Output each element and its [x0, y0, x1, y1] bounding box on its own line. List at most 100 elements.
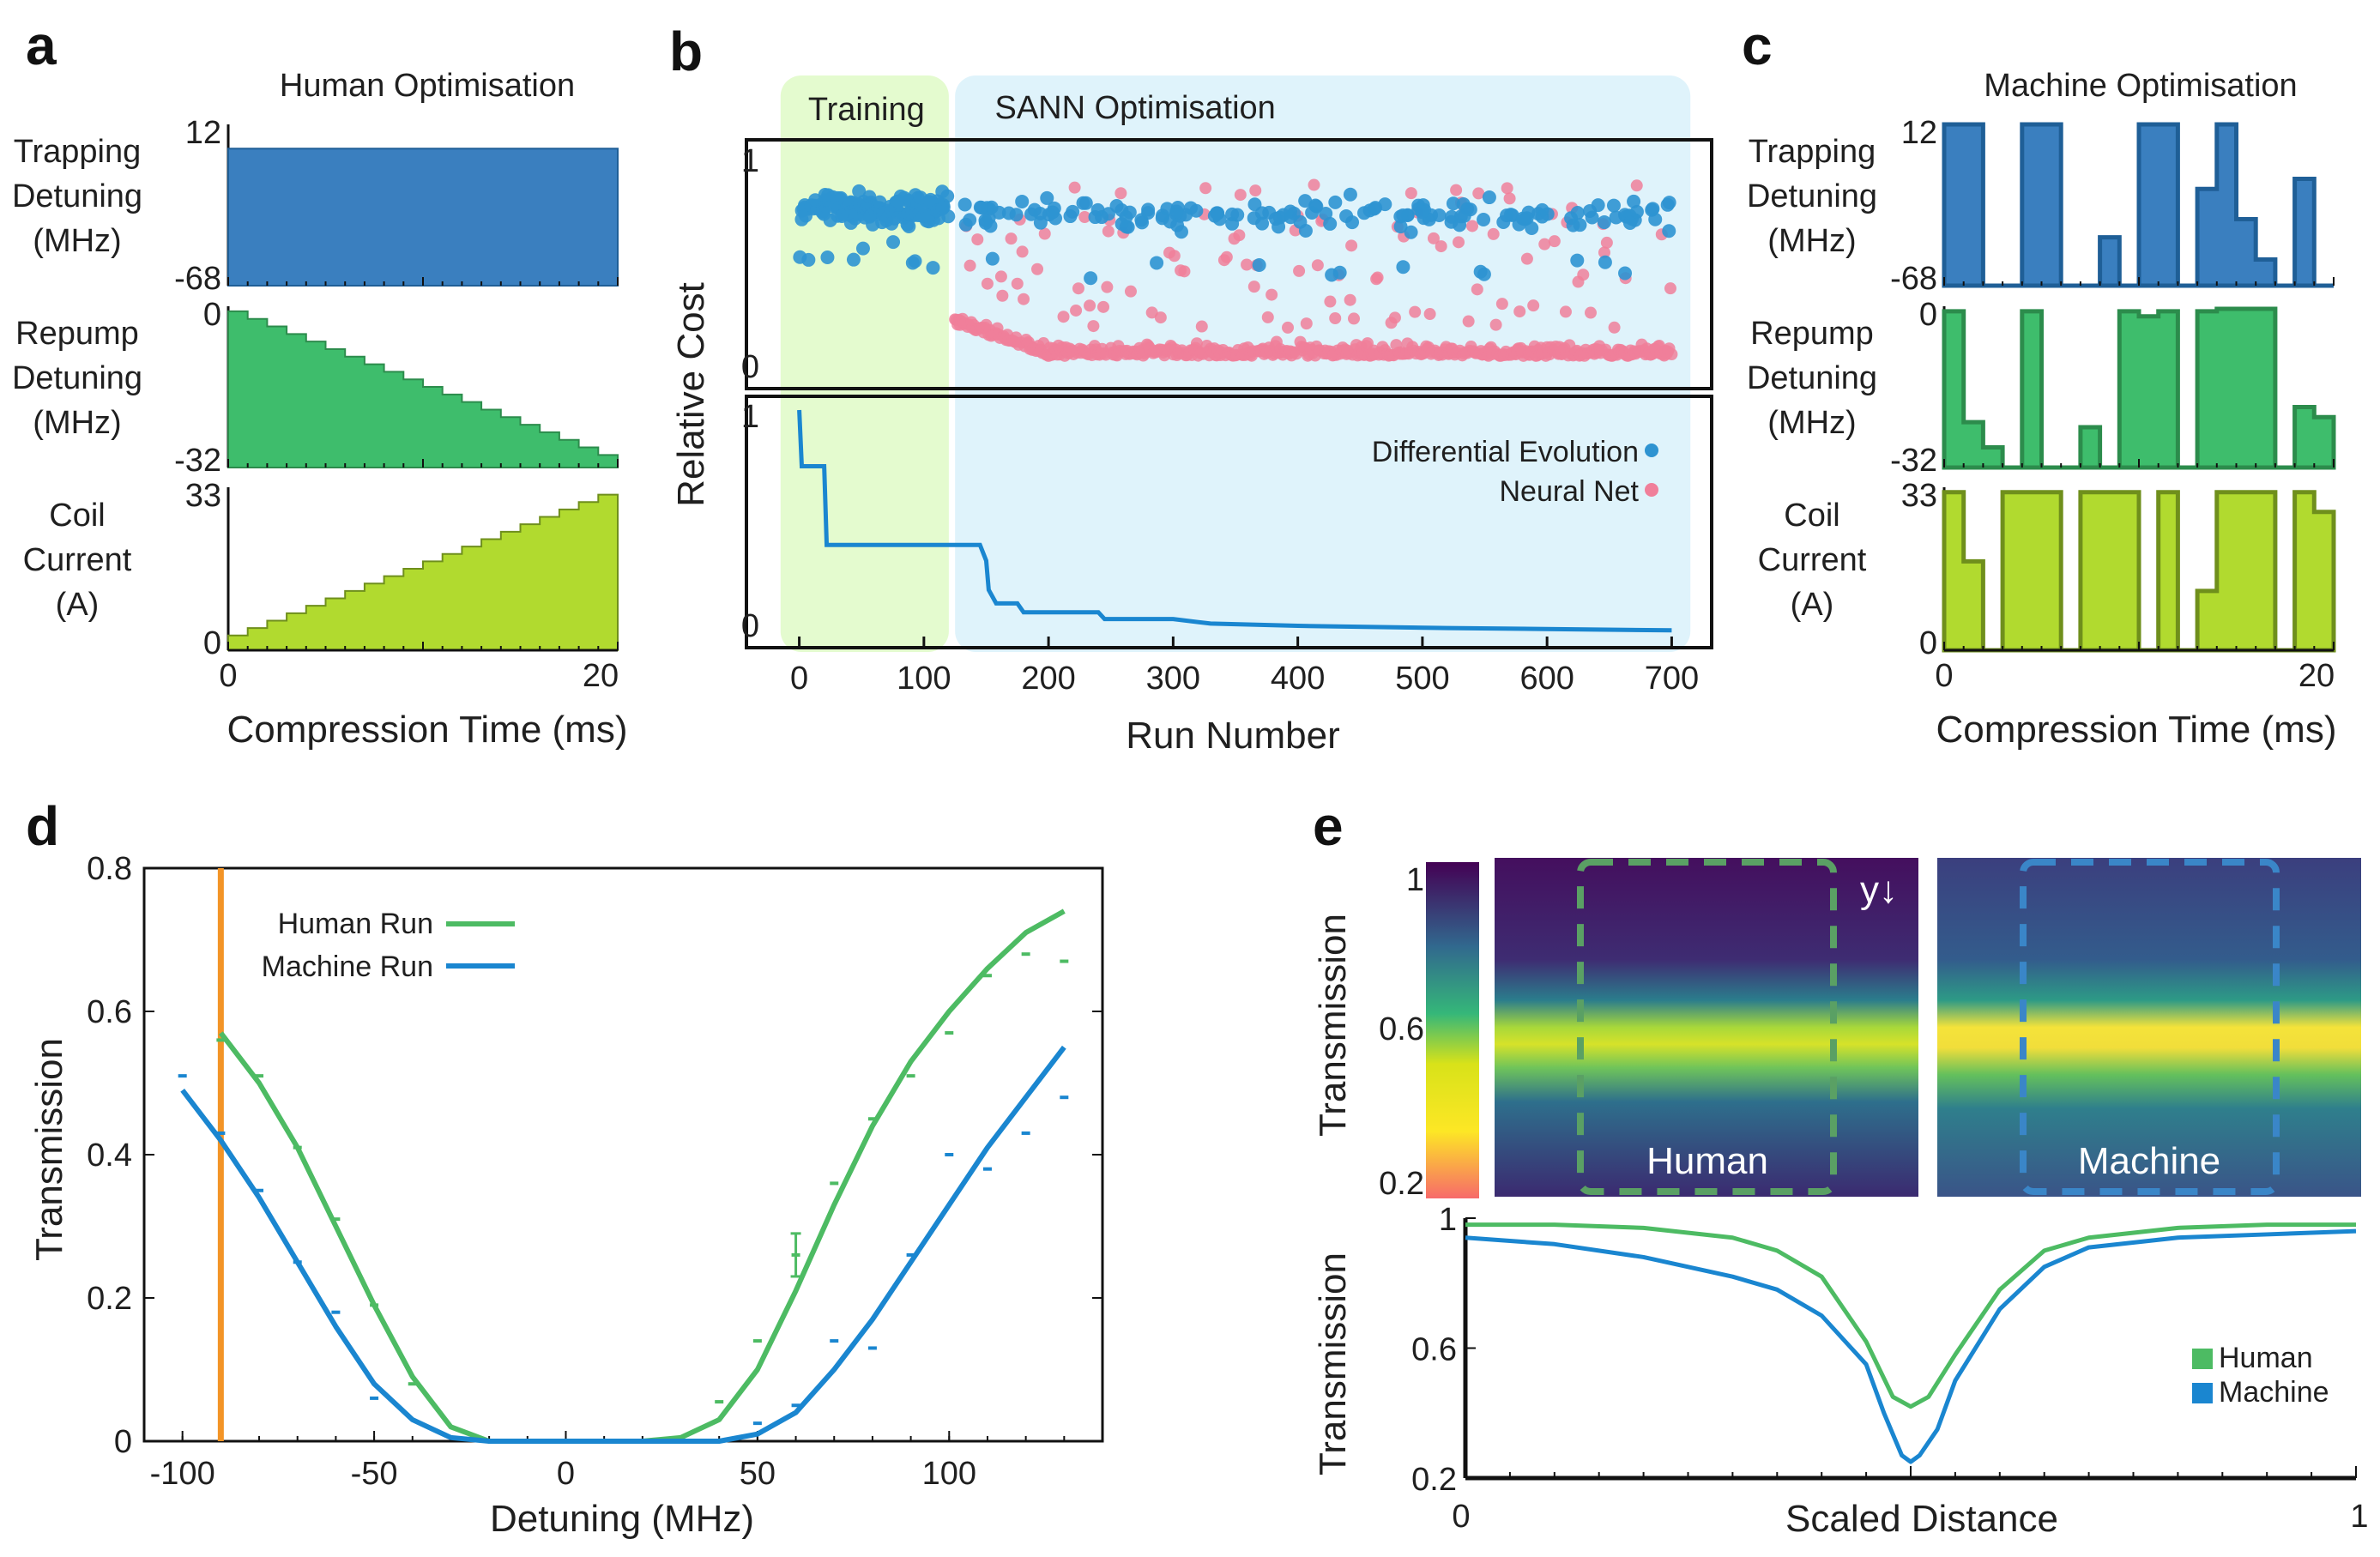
panel-b-point-differential-evolution [1598, 255, 1612, 269]
panel-b-point-differential-evolution [1323, 216, 1338, 231]
panel-b-point-differential-evolution [957, 197, 972, 212]
panel-b-point-differential-evolution [1446, 196, 1460, 211]
panel-b-point-differential-evolution [921, 209, 935, 224]
panel-a-series-label-2-0: Coil [49, 498, 105, 534]
panel-a-series-label-2-2: (A) [56, 587, 100, 623]
panel-b-point-differential-evolution [914, 200, 928, 214]
panel-d-ylabel: Transmission [28, 1038, 70, 1261]
panel-b-point-neural-net [1495, 298, 1508, 311]
panel-b-point-differential-evolution [1328, 195, 1343, 209]
panel-b-point-differential-evolution [926, 261, 940, 275]
panel-b-point-differential-evolution [835, 209, 849, 224]
panel-a-series-area-0 [227, 148, 619, 287]
panel-e-legend-human-swatch [2192, 1349, 2213, 1369]
panel-b-point-neural-net [1038, 227, 1051, 240]
panel-b-point-neural-net [1057, 311, 1070, 323]
panel-b-point-differential-evolution [1396, 260, 1410, 275]
panel-b-point-neural-net [1577, 269, 1590, 281]
panel-b-scatter-ytick-0: 0 [741, 349, 759, 385]
panel-b-point-neural-net [1608, 321, 1621, 334]
panel-b-xtick-label: 400 [1271, 661, 1325, 697]
panel-b-point-neural-net [1527, 299, 1540, 312]
panel-c-series-label-2-2: (A) [1791, 587, 1834, 623]
panel-b-xtick-label: 600 [1519, 661, 1574, 697]
panel-b-scatter-ytick-1: 1 [741, 143, 759, 179]
panel-b-point-differential-evolution [1393, 220, 1408, 234]
panel-b-point-neural-net [1114, 187, 1127, 200]
panel-e-absorption-images: Scaled Distance 0 1 1 0.6 0.2 Transmission H… [1312, 858, 2369, 1540]
panel-b-point-differential-evolution [1477, 267, 1491, 281]
panel-b-point-neural-net [1087, 320, 1100, 333]
panel-d-ytick-label: 0 [114, 1424, 132, 1460]
panel-a-series-label-2-1: Current [23, 542, 132, 578]
panel-b-region-training-label: Training [808, 92, 925, 128]
panel-c-xtick-0: 0 [1935, 658, 1953, 694]
panel-a-series-label-0-0: Trapping [14, 134, 142, 170]
panel-a-ytick-top-0: 12 [185, 115, 221, 151]
panel-b-point-differential-evolution [1606, 198, 1621, 213]
panel-b-point-neural-net [1124, 285, 1137, 298]
panel-b-point-differential-evolution [1284, 210, 1298, 225]
panel-c-ytick-bottom-1: -32 [1890, 443, 1937, 479]
panel-b-point-differential-evolution [1078, 196, 1093, 210]
panel-e-image-label-machine: Machine [2078, 1140, 2220, 1182]
panel-b-point-differential-evolution [1515, 211, 1530, 226]
panel-a-series-label-0-1: Detuning [12, 178, 142, 214]
panel-b-point-differential-evolution [1500, 208, 1514, 223]
panel-b-point-differential-evolution [1378, 197, 1392, 212]
panel-b-xtick-label: 0 [790, 661, 808, 697]
panel-b-point-differential-evolution [1183, 201, 1198, 215]
panel-a-ytick-top-1: 0 [203, 297, 221, 333]
panel-b-point-differential-evolution [1247, 211, 1261, 226]
panel-b-point-differential-evolution [1040, 190, 1054, 205]
panel-b-point-differential-evolution [1343, 187, 1357, 202]
panel-a-xtick-20: 20 [583, 658, 619, 694]
panel-b-point-differential-evolution [1662, 196, 1676, 210]
panel-d-transmission-spectrum: Detuning (MHz) Human Run Machine Run -10… [28, 851, 1104, 1540]
panel-b-point-differential-evolution [846, 252, 861, 267]
panel-d-xtick-label: 0 [557, 1456, 575, 1492]
panel-b-point-differential-evolution [1015, 194, 1030, 208]
panel-b-point-differential-evolution [1269, 212, 1284, 226]
panel-b-point-differential-evolution [1570, 253, 1585, 268]
panel-b-xlabel: Run Number [1126, 715, 1339, 757]
panel-b-point-neural-net [996, 289, 1009, 302]
panel-b-point-neural-net [1102, 225, 1114, 238]
panel-b-point-differential-evolution [801, 252, 816, 267]
panel-d-xlabel: Detuning (MHz) [490, 1498, 754, 1540]
panel-b-point-differential-evolution [1308, 198, 1323, 213]
panel-b-point-differential-evolution [1009, 208, 1024, 222]
panel-b-point-neural-net [1388, 311, 1401, 324]
panel-b-point-differential-evolution [1415, 205, 1429, 220]
panel-a-series-label-1-1: Detuning [12, 360, 142, 396]
panel-b-point-differential-evolution [1356, 206, 1371, 220]
panel-b-point-differential-evolution [1482, 190, 1496, 205]
panel-e-human-roi [1577, 859, 1837, 1195]
panel-b-point-differential-evolution [1225, 207, 1240, 221]
panel-b-point-differential-evolution [1662, 224, 1676, 238]
panel-b-point-differential-evolution [1174, 225, 1188, 239]
panel-b-point-differential-evolution [978, 215, 993, 230]
panel-b-point-neural-net [1538, 238, 1551, 250]
panel-b-point-neural-net [971, 233, 984, 246]
panel-d-xtick-label: -100 [150, 1456, 215, 1492]
panel-b-point-neural-net [1220, 250, 1233, 263]
panel-c-series-label-2-1: Current [1758, 542, 1867, 578]
panel-b-point-neural-net [1266, 288, 1278, 301]
panel-b-point-differential-evolution [1444, 214, 1459, 229]
panel-b-point-differential-evolution [1332, 265, 1347, 280]
panel-b-point-differential-evolution [902, 219, 916, 233]
panel-b-point-differential-evolution [1573, 218, 1587, 232]
panel-b-point-neural-net [1585, 306, 1597, 319]
panel-b-point-differential-evolution [1252, 258, 1266, 273]
panel-b-point-neural-net [1016, 245, 1029, 258]
panel-d-xtick-label: 50 [740, 1456, 776, 1492]
panel-b-point-differential-evolution [1622, 215, 1637, 230]
panel-c-series-label-0-0: Trapping [1749, 134, 1876, 170]
panel-b-point-neural-net [1234, 189, 1247, 202]
panel-b-region-sann [955, 75, 1691, 652]
panel-b-point-differential-evolution [855, 241, 870, 256]
panel-b-point-neural-net [1249, 184, 1262, 197]
panel-b-point-neural-net [1247, 281, 1260, 293]
panel-b-point-differential-evolution [1477, 213, 1491, 227]
